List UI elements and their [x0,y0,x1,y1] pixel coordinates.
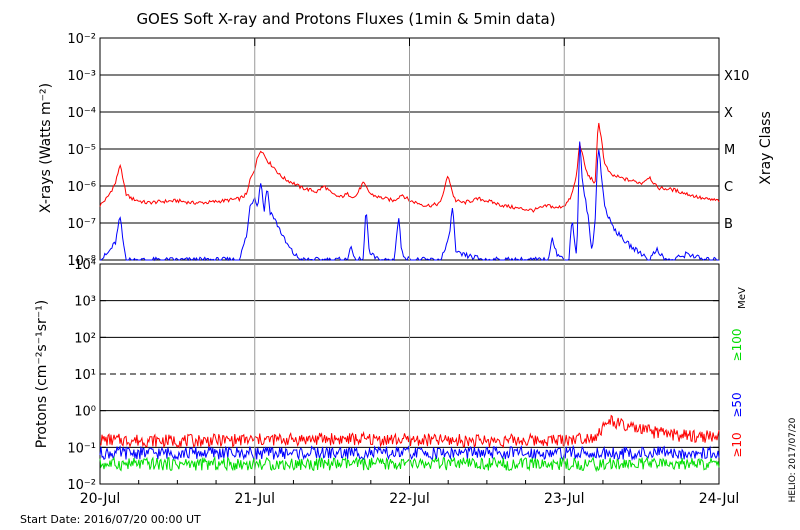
proton-mev-label: MeV [737,287,748,309]
xray-y-ticks: 10⁻⁸ 10⁻⁷ 10⁻⁶ 10⁻⁵ 10⁻⁴ 10⁻³ 10⁻² [67,32,719,269]
flare-class-label: B [724,217,733,232]
xray-panel: 10⁻⁸ 10⁻⁷ 10⁻⁶ 10⁻⁵ 10⁻⁴ 10⁻³ 10⁻² B C M X X10 X-r… [38,32,774,269]
xray-y-tick-label: 10⁻⁷ [67,217,96,232]
x-tick-label: 21-Jul [234,491,275,507]
x-tick-label: 24-Jul [699,491,740,507]
proton-panel: 10⁻² 10⁻¹ 10⁰ 10¹ 10² 10³ 10⁴ ≥10 ≥50 ≥100 Proto… [34,258,748,493]
credit-label: HELIO: 2017/07/20 [788,417,798,502]
proton-y-tick-label: 10⁰ [74,405,96,420]
proton-y-tick-label: 10⁻¹ [67,441,96,456]
proton-y-tick-label: 10⁻² [67,478,96,493]
flare-class-label: M [724,143,735,158]
chart-title: GOES Soft X-ray and Protons Fluxes (1min… [136,10,555,28]
x-axis-ticks: 20-Jul 21-Jul 22-Jul 23-Jul 24-Jul [80,38,740,507]
xray-y-tick-label: 10⁻⁶ [67,180,96,195]
flare-class-label: C [724,180,733,195]
xray-y-tick-label: 10⁻³ [67,69,96,84]
xray-y-tick-label: 10⁻² [67,32,96,47]
x-tick-label: 23-Jul [544,491,585,507]
proton-y-tick-label: 10⁴ [74,258,96,273]
flare-class-label: X10 [724,69,749,84]
xray-y-tick-label: 10⁻⁴ [67,106,96,121]
proton-y-tick-label: 10¹ [74,368,96,383]
flare-class-labels: B C M X X10 [724,69,749,232]
proton-legend-label: ≥10 [730,432,744,457]
proton-y-ticks: 10⁻² 10⁻¹ 10⁰ 10¹ 10² 10³ 10⁴ [67,258,719,493]
start-date-label: Start Date: 2016/07/20 00:00 UT [20,513,201,526]
proton-y-tick-label: 10² [74,331,96,346]
proton-y-axis-label: Protons (cm⁻²s⁻¹sr⁻¹) [34,300,50,449]
xray-y-axis-label: X-rays (Watts m⁻²) [38,83,54,213]
proton-energy-legend: ≥10 ≥50 ≥100 [730,329,744,458]
proton-legend-label: ≥100 [730,329,744,362]
proton-y-tick-label: 10³ [74,295,96,310]
xray-y-tick-label: 10⁻⁸ [67,254,96,269]
proton-legend-label: ≥50 [730,392,744,417]
flare-class-label: X [724,106,733,121]
xray-class-axis-label: Xray Class [758,111,774,185]
xray-y-tick-label: 10⁻⁵ [67,143,96,158]
day-dividers [254,38,565,484]
x-tick-label: 20-Jul [80,491,121,507]
x-tick-label: 22-Jul [389,491,430,507]
